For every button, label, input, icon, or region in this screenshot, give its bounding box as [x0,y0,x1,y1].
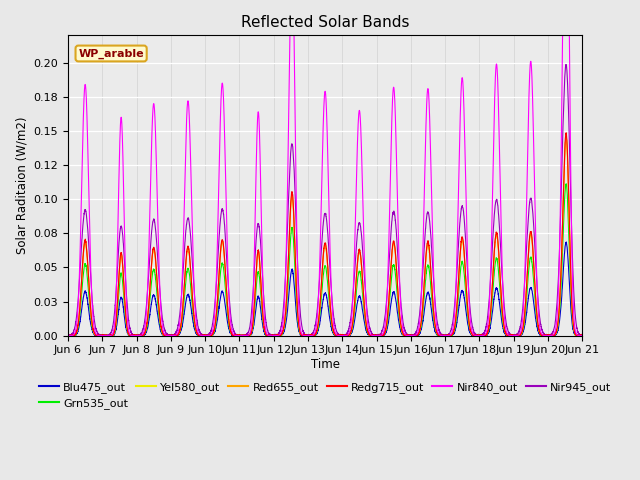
Grn535_out [412,332,419,338]
Grn535_out [563,181,570,187]
Grn535_out [306,333,314,338]
Grn535_out [157,324,164,329]
Text: WP_arable: WP_arable [78,48,144,59]
Nir840_out [157,300,164,306]
Yel580_out [469,333,477,338]
Nir840_out [579,333,586,338]
Line: Nir945_out: Nir945_out [68,64,582,336]
Red655_out [563,133,570,139]
Redg715_out [412,333,419,338]
Line: Grn535_out: Grn535_out [68,184,582,336]
Grn535_out [440,332,448,338]
Blu475_out [578,333,586,338]
Red655_out [440,333,448,338]
Yel580_out [578,333,586,338]
Red655_out [469,332,477,337]
Red655_out [64,333,72,338]
Blu475_out [157,327,164,333]
Blu475_out [65,333,72,338]
Nir840_out [101,333,109,338]
Grn535_out [64,333,72,338]
Redg715_out [65,333,72,338]
Blu475_out [412,332,419,338]
Grn535_out [578,333,586,338]
Yel580_out [64,333,72,338]
Yel580_out [157,320,164,325]
Grn535_out [65,333,72,338]
Redg715_out [578,333,586,338]
Redg715_out [469,333,477,338]
Title: Reflected Solar Bands: Reflected Solar Bands [241,15,410,30]
Redg715_out [64,332,72,338]
Nir945_out [469,327,477,333]
Nir840_out [440,333,448,338]
Nir840_out [469,331,477,337]
Grn535_out [469,333,477,338]
Line: Yel580_out: Yel580_out [68,139,582,336]
Red655_out [412,333,419,338]
Yel580_out [563,136,570,142]
Line: Blu475_out: Blu475_out [68,242,582,336]
Line: Redg715_out: Redg715_out [68,133,582,336]
Redg715_out [579,333,586,338]
Yel580_out [306,333,314,338]
Grn535_out [579,333,586,338]
Nir945_out [412,330,419,336]
Nir840_out [64,333,72,338]
Nir840_out [412,332,419,338]
Blu475_out [440,333,448,338]
Redg715_out [157,320,164,326]
Blu475_out [579,333,586,338]
Blu475_out [563,239,570,245]
Red655_out [578,333,586,338]
Red655_out [306,333,314,338]
Nir840_out [306,333,314,338]
Nir945_out [578,333,586,338]
Legend: Blu475_out, Grn535_out, Yel580_out, Red655_out, Redg715_out, Nir840_out, Nir945_: Blu475_out, Grn535_out, Yel580_out, Red6… [35,377,616,413]
Yel580_out [579,333,586,338]
Red655_out [157,320,164,325]
Red655_out [579,332,586,338]
Nir945_out [157,296,164,301]
Yel580_out [412,333,419,338]
Blu475_out [64,332,72,338]
Blu475_out [306,333,314,338]
Nir840_out [578,333,586,338]
Line: Red655_out: Red655_out [68,136,582,336]
X-axis label: Time: Time [310,358,340,371]
Nir945_out [440,333,448,338]
Nir945_out [579,333,586,338]
Redg715_out [562,130,570,136]
Blu475_out [469,333,477,338]
Redg715_out [306,333,314,338]
Redg715_out [440,333,448,338]
Nir945_out [563,61,570,67]
Line: Nir840_out: Nir840_out [68,0,582,336]
Y-axis label: Solar Raditaion (W/m2): Solar Raditaion (W/m2) [15,117,28,254]
Nir945_out [306,333,314,338]
Nir945_out [64,333,72,338]
Yel580_out [440,333,448,338]
